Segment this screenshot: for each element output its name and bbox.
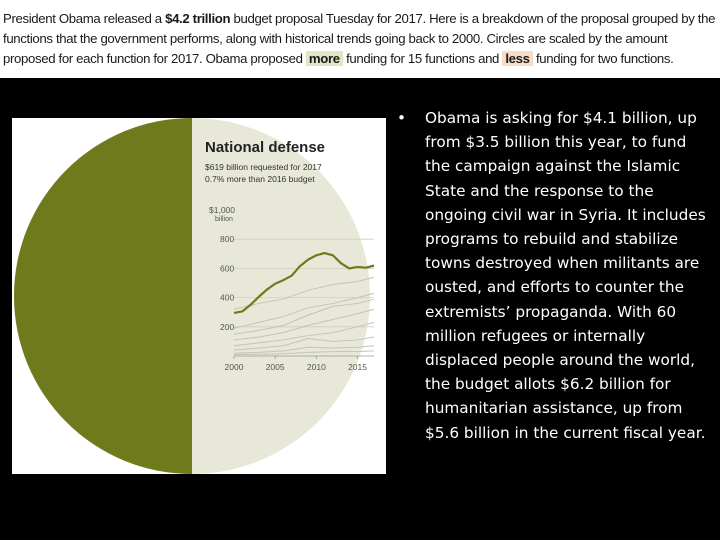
background-series-line (233, 336, 375, 351)
intro-banner: President Obama released a $4.2 trillion… (0, 0, 720, 78)
intro-amount: $4.2 trillion (165, 11, 231, 26)
less-tag: less (502, 51, 533, 66)
y-tick-label: 200 (220, 322, 234, 332)
defense-chart: 200 400 600 800 2000 2005 2010 2015 National d… (14, 118, 375, 474)
x-tick-label: 2015 (348, 362, 367, 372)
x-tick-label: 2005 (266, 362, 285, 372)
bullet-marker: • (397, 109, 407, 127)
background-series-line (233, 292, 375, 329)
highlight-series-line (233, 251, 375, 315)
x-axis: 2000 2005 2010 2015 (225, 356, 367, 372)
highlight-series-group (233, 251, 375, 315)
y-tick-label: 600 (220, 263, 234, 273)
defense-figure: 200 400 600 800 2000 2005 2010 2015 National d… (12, 118, 386, 474)
chart-subtitle-1: $619 billion requested for 2017 (205, 162, 322, 172)
x-tick-label: 2010 (307, 362, 326, 372)
background-series-line (233, 350, 375, 356)
background-series-lines (233, 276, 375, 356)
x-tick-label: 2000 (225, 362, 244, 372)
y-axis: 200 400 600 800 (220, 234, 234, 332)
bullet-list: • Obama is asking for $4.1 billion, up f… (397, 106, 707, 445)
intro-text: President Obama released a $4.2 trillion… (3, 9, 717, 69)
background-series-line (233, 321, 375, 347)
background-series-line (233, 276, 375, 310)
chart-subtitle-2: 0.7% more than 2016 budget (205, 174, 315, 184)
y-label-top: $1,000 (209, 205, 235, 215)
y-tick-label: 800 (220, 234, 234, 244)
background-series-line (233, 298, 375, 335)
intro-part3: funding for 15 functions and (342, 51, 503, 66)
intro-part4: funding for two functions. (532, 51, 674, 66)
budget-circle-left (14, 118, 192, 474)
background-series-line (233, 308, 375, 341)
intro-part2: budget proposal Tuesday for 2017. Here i… (3, 11, 716, 66)
chart-title: National defense (205, 139, 325, 156)
intro-part1: President Obama released a (3, 11, 166, 26)
bullet-text: Obama is asking for $4.1 billion, up fro… (425, 109, 706, 442)
more-tag: more (305, 51, 343, 66)
y-label-unit: billion (215, 216, 233, 223)
y-tick-label: 400 (220, 293, 234, 303)
background-series-line (233, 345, 375, 354)
